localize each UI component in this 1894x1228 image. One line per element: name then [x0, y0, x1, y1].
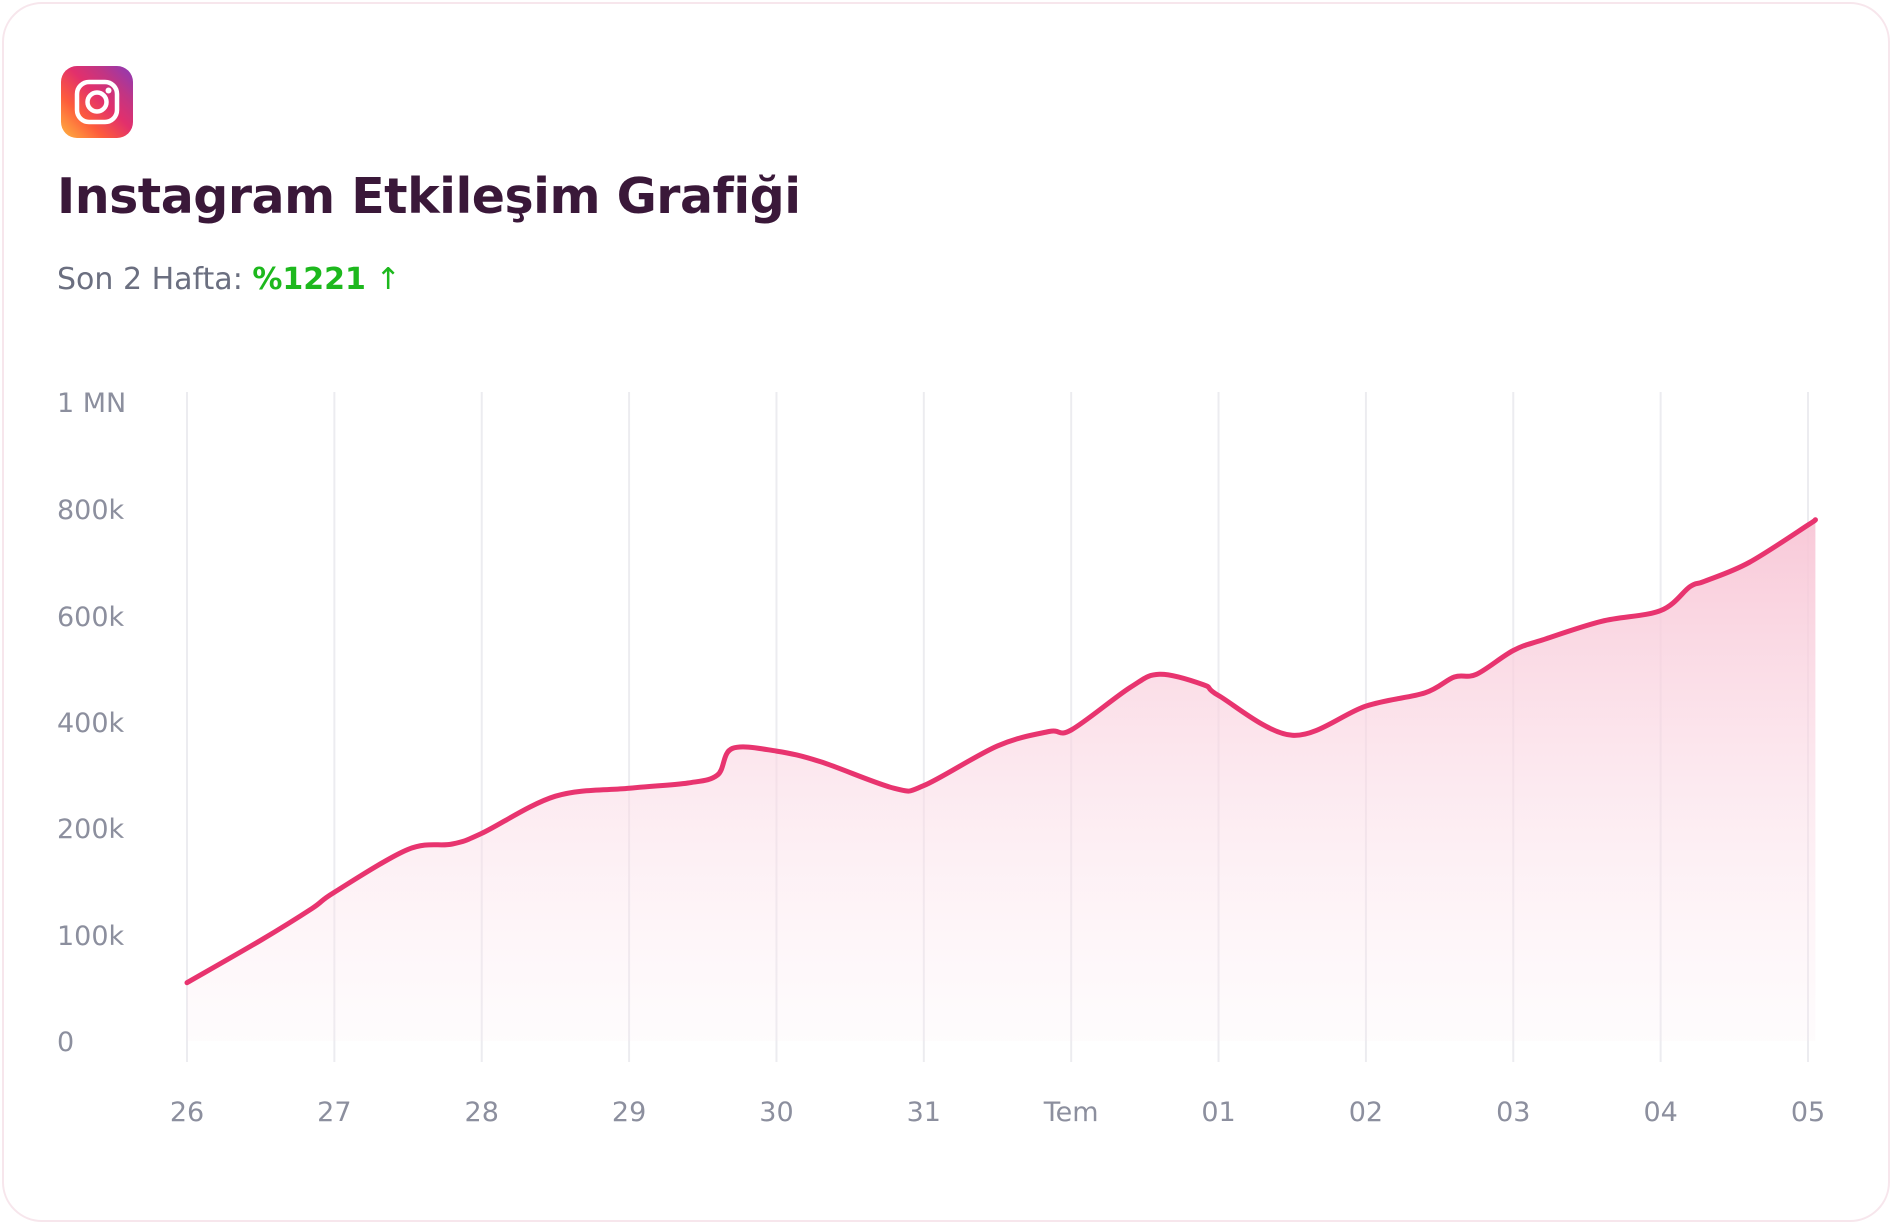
x-tick-label: 04	[1643, 1097, 1677, 1128]
x-tick-label: 03	[1496, 1097, 1530, 1128]
y-tick-label: 600k	[57, 602, 125, 633]
x-tick-label: 01	[1201, 1097, 1235, 1128]
series-area	[187, 519, 1816, 1041]
period-label: Son 2 Hafta:	[57, 262, 243, 297]
x-tick-label: 31	[907, 1097, 941, 1128]
x-axis: 26 27 28 29 30 31 Tem 01 02 03 04 05	[170, 1097, 1825, 1128]
growth-summary: Son 2 Hafta: %1221 ↑	[57, 262, 401, 297]
instagram-icon	[61, 66, 133, 138]
x-tick-label: 05	[1791, 1097, 1825, 1128]
x-tick-label: Tem	[1043, 1097, 1099, 1128]
x-tick-label: 27	[317, 1097, 351, 1128]
y-tick-label: 400k	[57, 708, 125, 739]
y-tick-label: 200k	[57, 814, 125, 845]
y-tick-label: 100k	[57, 921, 125, 952]
x-tick-label: 26	[170, 1097, 204, 1128]
y-axis: 0 100k 200k 400k 600k 800k 1 MN	[57, 388, 126, 1058]
x-tick-label: 30	[759, 1097, 793, 1128]
x-tick-label: 29	[612, 1097, 646, 1128]
y-tick-label: 0	[57, 1027, 74, 1058]
x-tick-label: 02	[1349, 1097, 1383, 1128]
y-tick-label: 800k	[57, 495, 125, 526]
x-tick-label: 28	[465, 1097, 499, 1128]
arrow-up-icon: ↑	[375, 262, 401, 297]
series-line	[184, 517, 1818, 986]
chart-title: Instagram Etkileşim Grafiği	[57, 168, 801, 225]
y-tick-label: 1 MN	[57, 388, 126, 419]
growth-value: %1221	[252, 262, 366, 297]
